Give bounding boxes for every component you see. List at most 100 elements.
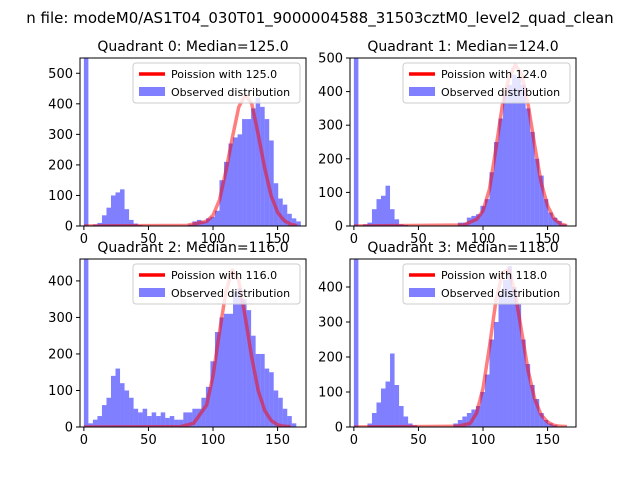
histogram-bar <box>534 399 540 427</box>
histogram-bar <box>291 218 297 226</box>
histogram-bar <box>242 119 247 226</box>
histogram-bar <box>151 412 157 427</box>
histogram-bar <box>353 58 359 226</box>
histogram-bar <box>462 416 467 427</box>
axes-frame <box>349 57 577 227</box>
histogram-bar <box>260 106 265 226</box>
histogram-bar <box>521 339 526 427</box>
histogram-bar <box>390 353 395 427</box>
x-tick-label: 100 <box>471 232 496 247</box>
legend-entry-observed: Observed distribution <box>441 287 560 300</box>
quadrant-panels: Quadrant 0: Median=125.0 0 50 100 150 0 100 200… <box>48 39 577 448</box>
legend-bar-swatch <box>409 288 435 297</box>
legend-bar-swatch <box>139 288 165 297</box>
x-tick-label: 50 <box>140 433 157 448</box>
legend-box <box>402 62 571 104</box>
histogram-bar <box>390 209 395 226</box>
histogram-bar <box>287 416 292 427</box>
histogram-bar <box>264 368 270 427</box>
histogram-bar <box>403 416 409 427</box>
histogram-bar <box>282 408 288 427</box>
histogram-bar <box>115 192 121 226</box>
histogram-bar <box>376 199 381 226</box>
histogram-bar <box>233 137 238 226</box>
y-tick-label: 300 <box>48 311 73 326</box>
legend: Poission with 118.0 Observed distribution <box>402 263 571 305</box>
histogram-bar <box>115 368 121 427</box>
legend-box <box>132 263 301 305</box>
histogram-bar <box>530 385 535 427</box>
histogram-bar <box>133 408 139 427</box>
histogram-bar <box>269 140 274 226</box>
x-tick-label: 150 <box>535 232 560 247</box>
histogram-bar <box>83 259 89 427</box>
histogram-bar <box>287 213 292 226</box>
histogram-bar <box>371 209 377 226</box>
legend-entry-poisson: Poission with 116.0 <box>171 269 277 282</box>
legend-box <box>402 263 571 305</box>
y-tick-label: 200 <box>318 152 343 167</box>
histogram-bar <box>88 423 93 427</box>
x-tick-label: 0 <box>350 232 358 247</box>
histogram-bar <box>246 119 252 226</box>
y-tick-label: 100 <box>48 189 73 204</box>
histogram-bar <box>160 412 166 427</box>
x-tick-label: 50 <box>410 433 427 448</box>
histogram-bar <box>129 397 134 427</box>
histogram-bar <box>187 412 193 427</box>
figure-suptitle: n file: modeM0/AS1T04_030T01_9000004588_… <box>26 9 613 28</box>
quadrant-2-title: Quadrant 2: Median=116.0 <box>97 240 288 256</box>
histogram-bar <box>503 280 508 427</box>
histogram-bar <box>530 131 535 226</box>
histogram-bar <box>385 381 391 427</box>
histogram-bar <box>353 259 359 427</box>
y-tick-label: 0 <box>65 220 73 235</box>
x-tick-label: 150 <box>535 433 560 448</box>
histogram-bar <box>385 185 391 226</box>
quadrant-0-title: Quadrant 0: Median=125.0 <box>97 39 288 55</box>
histogram-bar <box>507 266 513 427</box>
histogram-bar <box>296 221 301 226</box>
histogram-bar <box>251 108 256 226</box>
histogram-bar <box>183 412 188 427</box>
histogram-bar <box>380 388 386 427</box>
histogram-bar <box>201 397 206 427</box>
histogram-bar <box>92 419 98 427</box>
histogram-bar <box>129 219 134 226</box>
quadrant-1-panel: Quadrant 1: Median=124.0 0 50 100 150 0 100 200… <box>318 39 577 247</box>
histogram-bar <box>498 118 504 226</box>
histogram-bar <box>228 313 234 427</box>
axes-frame <box>79 258 307 428</box>
histogram-bar <box>269 372 274 427</box>
histogram-bar <box>120 189 125 226</box>
y-tick-label: 0 <box>335 421 343 436</box>
histogram-bar <box>124 209 130 226</box>
y-tick-label: 200 <box>318 351 343 366</box>
histogram-bar <box>83 58 89 226</box>
histogram-bar <box>394 219 400 226</box>
legend-entry-poisson: Poission with 118.0 <box>441 269 547 282</box>
histogram-bar <box>489 339 494 427</box>
legend-bar-swatch <box>409 87 435 96</box>
histogram-bar <box>101 405 107 427</box>
histogram-bar <box>548 212 553 226</box>
histogram-bar <box>260 353 265 427</box>
y-tick-label: 200 <box>48 347 73 362</box>
legend: Poission with 125.0 Observed distribution <box>132 62 301 104</box>
x-tick-label: 50 <box>140 232 157 247</box>
histogram-bar <box>512 287 517 427</box>
quadrant-0-panel: Quadrant 0: Median=125.0 0 50 100 150 0 100 200… <box>48 39 307 247</box>
histogram-bar <box>278 198 283 226</box>
legend-entry-poisson: Poission with 125.0 <box>171 68 277 81</box>
histogram-bar <box>120 383 125 427</box>
histogram-bar <box>205 386 211 427</box>
histogram-bar <box>539 175 544 226</box>
histogram-bar <box>539 413 544 427</box>
histogram-bar <box>480 205 485 226</box>
histogram-bar <box>110 195 116 226</box>
histogram-bar <box>237 134 243 226</box>
histogram-bar <box>521 84 526 226</box>
histogram-bar <box>251 335 256 427</box>
histogram-bar <box>219 317 224 427</box>
